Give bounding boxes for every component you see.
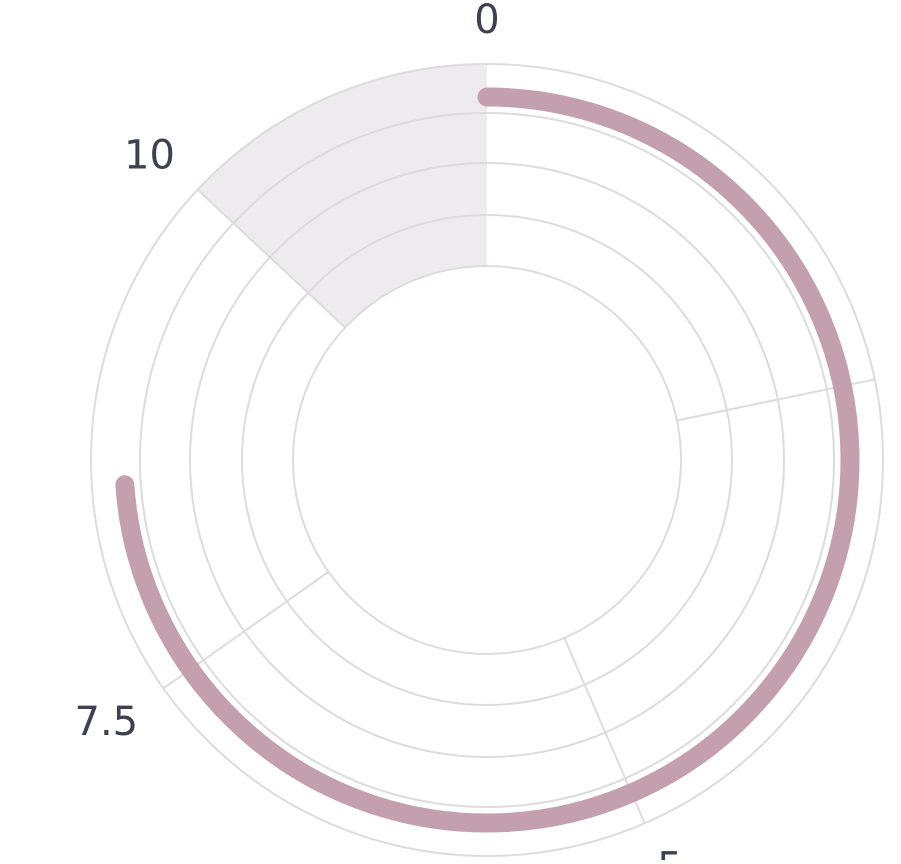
grid-ring-1 [292,265,682,655]
radial-bar-1 [115,87,860,833]
grid-spoke-4 [196,188,346,329]
shaded-sector [197,64,487,328]
grid-ring-2 [241,214,733,706]
bar-layer [115,87,860,833]
grid-ring-5 [90,63,884,857]
tick-label-3: 7.5 [75,699,139,745]
tick-label-0: 0 [474,0,499,43]
grid-ring-3 [189,162,785,758]
tick-label-layer: 02.557.510 [75,0,683,864]
grid-ring-4 [139,112,835,808]
tick-label-4: 10 [124,133,175,179]
grid-layer [90,63,884,857]
tick-label-2: 5 [657,844,682,860]
shaded-sector-layer [197,64,487,328]
